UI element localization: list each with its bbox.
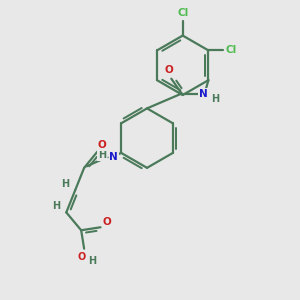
Text: H: H bbox=[211, 94, 219, 104]
Text: H: H bbox=[61, 179, 69, 189]
Text: O: O bbox=[164, 65, 173, 75]
Text: N: N bbox=[199, 88, 208, 98]
Text: N: N bbox=[110, 152, 118, 162]
Text: H: H bbox=[88, 256, 97, 266]
Text: Cl: Cl bbox=[226, 45, 237, 56]
Text: O: O bbox=[98, 140, 106, 150]
Text: Cl: Cl bbox=[177, 8, 188, 18]
Text: H: H bbox=[52, 202, 60, 212]
Text: O: O bbox=[103, 217, 111, 227]
Text: O: O bbox=[78, 252, 86, 262]
Text: H: H bbox=[98, 150, 106, 160]
